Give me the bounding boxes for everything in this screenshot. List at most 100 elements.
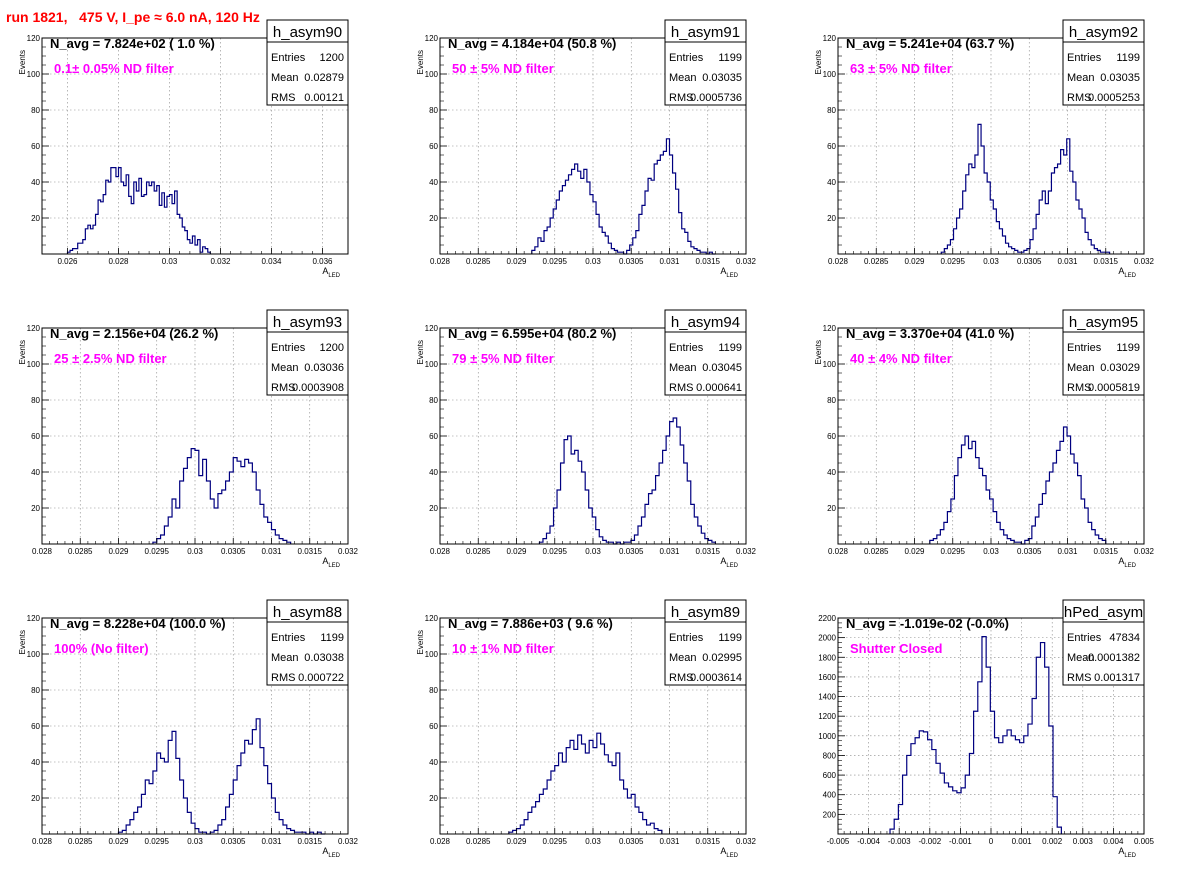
x-tick-label: 0.003 xyxy=(1073,837,1094,846)
y-tick-label: 1200 xyxy=(818,712,836,721)
y-tick-label: 60 xyxy=(31,142,40,151)
filter-annotation: 10 ± 1% ND filter xyxy=(452,641,554,656)
stats-value-entries: 1199 xyxy=(320,632,344,644)
y-axis-label: Events xyxy=(18,50,27,74)
x-tick-label: 0.0295 xyxy=(543,257,568,266)
panel-title: N_avg = 4.184e+04 (50.8 %) xyxy=(448,36,616,51)
y-tick-label: 200 xyxy=(823,810,837,819)
x-axis-label-sub: LED xyxy=(328,853,340,859)
filter-annotation: 0.1± 0.05% ND filter xyxy=(54,61,174,76)
x-tick-label: 0.005 xyxy=(1134,837,1155,846)
x-tick-label: 0.031 xyxy=(659,837,680,846)
y-tick-label: 100 xyxy=(27,70,41,79)
stats-label-mean: Mean xyxy=(271,72,299,84)
histogram-panel-h_asym94: 0.028 0.0285 0.029 0.0295 0.03 0.0305 0.031 0.0… xyxy=(416,309,757,569)
panel-title: N_avg = 3.370e+04 (41.0 %) xyxy=(846,326,1014,341)
histogram-name: h_asym93 xyxy=(273,314,342,331)
panel-title: N_avg = 7.886e+03 ( 9.6 %) xyxy=(448,616,613,631)
x-axis-label: ALED xyxy=(322,846,340,859)
stats-label-entries: Entries xyxy=(669,52,704,64)
y-tick-label: 20 xyxy=(827,504,836,513)
stats-value-mean: 0.02879 xyxy=(304,72,344,84)
x-tick-label: 0.028 xyxy=(430,837,451,846)
filter-annotation: 100% (No filter) xyxy=(54,641,149,656)
x-axis-label: ALED xyxy=(720,266,738,279)
x-tick-label: 0.028 xyxy=(32,547,53,556)
stats-value-rms: 0.0005819 xyxy=(1088,382,1140,394)
x-tick-label: 0.0305 xyxy=(221,547,246,556)
y-tick-label: 100 xyxy=(823,360,837,369)
x-tick-label: 0.031 xyxy=(1057,257,1078,266)
filter-annotation: 40 ± 4% ND filter xyxy=(850,351,952,366)
y-tick-label: 80 xyxy=(429,396,438,405)
x-tick-label: 0.03 xyxy=(585,837,601,846)
stats-value-entries: 47834 xyxy=(1109,632,1140,644)
y-tick-label: 20 xyxy=(31,504,40,513)
x-tick-label: -0.002 xyxy=(918,837,941,846)
y-tick-label: 600 xyxy=(823,771,837,780)
y-tick-label: 20 xyxy=(31,794,40,803)
stats-value-rms: 0.000641 xyxy=(696,382,742,394)
stats-value-entries: 1199 xyxy=(1116,52,1140,64)
stats-label-rms: RMS xyxy=(271,672,295,684)
stats-value-rms: 0.0005736 xyxy=(690,92,742,104)
x-tick-label: 0.0295 xyxy=(145,547,170,556)
y-axis-label: Events xyxy=(416,50,425,74)
y-tick-label: 120 xyxy=(27,324,41,333)
histogram-series xyxy=(117,718,326,835)
panel-title: N_avg = 7.824e+02 ( 1.0 %) xyxy=(50,36,215,51)
stats-value-entries: 1200 xyxy=(320,52,344,64)
stats-label-rms: RMS xyxy=(271,92,295,104)
y-tick-label: 100 xyxy=(823,70,837,79)
x-tick-label: 0.0295 xyxy=(543,547,568,556)
x-tick-label: 0.002 xyxy=(1042,837,1063,846)
histogram-panel-h_asym92: 0.028 0.0285 0.029 0.0295 0.03 0.0305 0.031 0.0… xyxy=(814,19,1155,279)
y-axis-label: Events xyxy=(814,50,823,74)
y-tick-label: 1600 xyxy=(818,673,836,682)
stats-label-mean: Mean xyxy=(271,362,299,374)
y-tick-label: 800 xyxy=(823,751,837,760)
x-tick-label: 0.036 xyxy=(312,257,333,266)
y-axis-label: Events xyxy=(416,630,425,654)
histogram-series xyxy=(152,448,292,544)
x-tick-label: 0 xyxy=(989,837,994,846)
y-tick-label: 60 xyxy=(429,432,438,441)
y-tick-label: 100 xyxy=(27,360,41,369)
stats-value-rms: 0.0003614 xyxy=(690,672,742,684)
filter-annotation: 50 ± 5% ND filter xyxy=(452,61,554,76)
x-tick-label: 0.0285 xyxy=(864,257,889,266)
histogram-name: h_asym95 xyxy=(1069,314,1138,331)
histogram-panel-h_asym88: 0.028 0.0285 0.029 0.0295 0.03 0.0305 0.031 0.0… xyxy=(18,599,359,859)
x-tick-label: 0.0285 xyxy=(466,257,491,266)
stats-box xyxy=(1062,41,1145,106)
x-axis-label: ALED xyxy=(322,556,340,569)
x-tick-label: 0.03 xyxy=(162,257,178,266)
y-tick-label: 120 xyxy=(823,34,837,43)
stats-label-rms: RMS xyxy=(1067,92,1091,104)
x-tick-label: 0.028 xyxy=(108,257,129,266)
y-tick-label: 60 xyxy=(429,142,438,151)
stats-value-entries: 1199 xyxy=(718,342,742,354)
stats-label-mean: Mean xyxy=(669,72,697,84)
x-tick-label: 0.028 xyxy=(32,837,53,846)
stats-label-entries: Entries xyxy=(271,632,306,644)
run-title: run 1821, 475 V, I_pe ≈ 6.0 nA, 120 Hz xyxy=(6,9,260,25)
stats-label-entries: Entries xyxy=(669,632,704,644)
x-tick-label: 0.028 xyxy=(430,547,451,556)
y-axis-label: Events xyxy=(814,340,823,364)
stats-value-rms: 0.00121 xyxy=(304,92,344,104)
x-tick-label: 0.026 xyxy=(57,257,78,266)
y-tick-label: 80 xyxy=(31,106,40,115)
x-tick-label: 0.0305 xyxy=(221,837,246,846)
x-tick-label: 0.029 xyxy=(108,837,129,846)
stats-label-rms: RMS xyxy=(1067,382,1091,394)
x-tick-label: 0.03 xyxy=(983,257,999,266)
histogram-series xyxy=(66,167,211,254)
panel-title: N_avg = -1.019e-02 (-0.0%) xyxy=(846,616,1009,631)
filter-annotation: 25 ± 2.5% ND filter xyxy=(54,351,167,366)
y-tick-label: 20 xyxy=(429,794,438,803)
stats-value-entries: 1200 xyxy=(320,342,344,354)
stats-value-entries: 1199 xyxy=(718,632,742,644)
panel-title: N_avg = 8.228e+04 (100.0 %) xyxy=(50,616,226,631)
